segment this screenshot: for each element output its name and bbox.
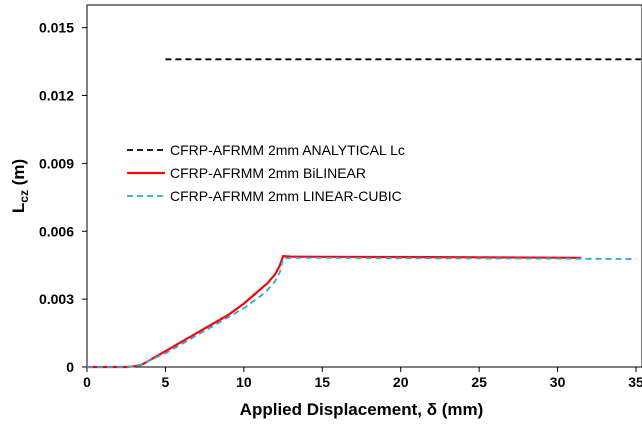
plot-frame	[86, 4, 642, 368]
legend-label-1: CFRP-AFRMM 2mm ANALYTICAL Lc	[170, 142, 405, 158]
series-line-3	[87, 256, 637, 368]
y-axis-title: Lcz (m)	[9, 159, 31, 213]
y-tick-label: 0.009	[39, 155, 74, 171]
x-tick-label: 20	[393, 374, 409, 390]
x-tick-label: 5	[162, 374, 170, 390]
legend-label-2: CFRP-AFRMM 2mm BiLINEAR	[170, 165, 366, 181]
x-tick-label: 0	[83, 374, 91, 390]
x-tick-label: 10	[236, 374, 252, 390]
y-tick-label: 0	[66, 359, 74, 375]
y-tick-label: 0.012	[39, 88, 74, 104]
series-line-2	[87, 255, 582, 369]
x-tick-label: 30	[550, 374, 566, 390]
y-tick-label: 0.003	[39, 291, 74, 307]
y-tick-label: 0.015	[39, 20, 74, 36]
x-axis-title: Applied Displacement, δ (mm)	[240, 400, 484, 419]
y-tick-label: 0.006	[39, 223, 74, 239]
x-tick-label: 25	[471, 374, 487, 390]
legend-label-3: CFRP-AFRMM 2mm LINEAR-CUBIC	[170, 188, 402, 204]
x-tick-label: 35	[628, 374, 642, 390]
x-tick-label: 15	[314, 374, 330, 390]
